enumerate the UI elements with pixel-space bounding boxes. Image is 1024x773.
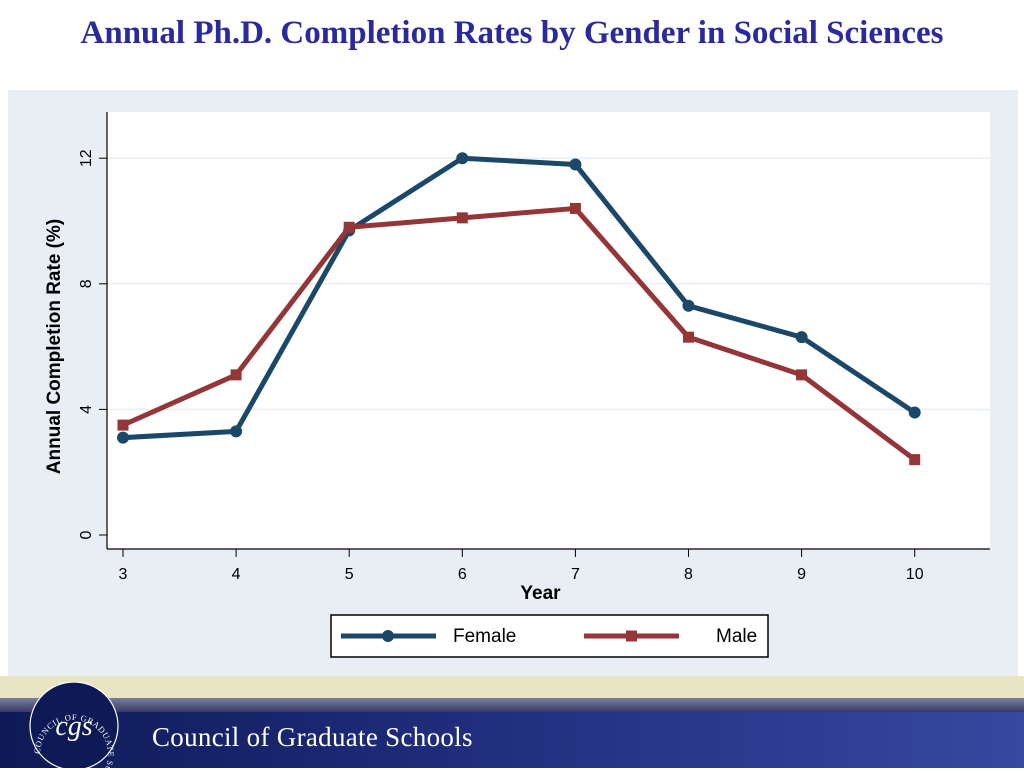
female-data-point xyxy=(117,431,129,444)
female-data-point xyxy=(682,299,695,312)
y-tick-label: 0 xyxy=(78,530,95,539)
footer-shadow-band xyxy=(0,698,1024,714)
male-data-point xyxy=(230,369,242,381)
female-series-line xyxy=(122,155,917,441)
cgs-logo: COUNCIL OF GRADUATE SCHOOLS cgs xyxy=(24,681,124,773)
female-data-point xyxy=(569,158,582,171)
y-axis-title: Annual Completion Rate (%) xyxy=(44,219,65,474)
x-tick-label: 8 xyxy=(684,566,693,583)
x-tick-label: 9 xyxy=(797,566,806,583)
male-series-line xyxy=(121,205,917,462)
female-data-point xyxy=(456,152,469,165)
male-data-point xyxy=(909,454,921,466)
male-data-point xyxy=(569,202,581,214)
male-data-point xyxy=(117,419,129,431)
slide-title: Annual Ph.D. Completion Rates by Gender … xyxy=(80,15,944,51)
x-tick-label: 6 xyxy=(458,566,467,583)
y-tick-label: 8 xyxy=(78,279,95,288)
x-tick-label: 10 xyxy=(906,566,924,583)
female-data-point xyxy=(908,406,921,419)
footer-accent-band xyxy=(0,676,1024,698)
female-legend-label: Female xyxy=(453,626,516,647)
female-legend-marker xyxy=(382,630,394,642)
x-axis-title: Year xyxy=(520,583,561,604)
male-data-point xyxy=(683,331,694,343)
female-data-point xyxy=(795,331,808,344)
x-tick-label: 3 xyxy=(119,566,128,583)
footer-org-name: Council of Graduate Schools xyxy=(152,722,473,752)
seal-monogram: cgs xyxy=(55,711,92,742)
x-tick-label: 5 xyxy=(345,566,354,583)
female-data-point xyxy=(230,425,243,438)
x-tick-label: 7 xyxy=(571,566,580,583)
y-tick-label: 4 xyxy=(78,405,95,414)
line-chart: 0 4 8 12 3 4 5 6 7 8 9 10 Year Annual Completion Rate… xyxy=(44,112,990,658)
male-data-point xyxy=(456,212,468,224)
male-legend-marker xyxy=(626,630,637,642)
male-data-point xyxy=(796,369,808,381)
male-data-point xyxy=(343,221,355,233)
x-tick-label: 4 xyxy=(232,566,241,583)
plot-area xyxy=(107,112,990,549)
chart-panel: 0 4 8 12 3 4 5 6 7 8 9 10 Year Annual Completion Rate… xyxy=(8,90,1018,684)
y-tick-label: 12 xyxy=(78,149,95,167)
male-legend-label: Male xyxy=(716,626,757,647)
footer-bar xyxy=(0,712,1024,768)
